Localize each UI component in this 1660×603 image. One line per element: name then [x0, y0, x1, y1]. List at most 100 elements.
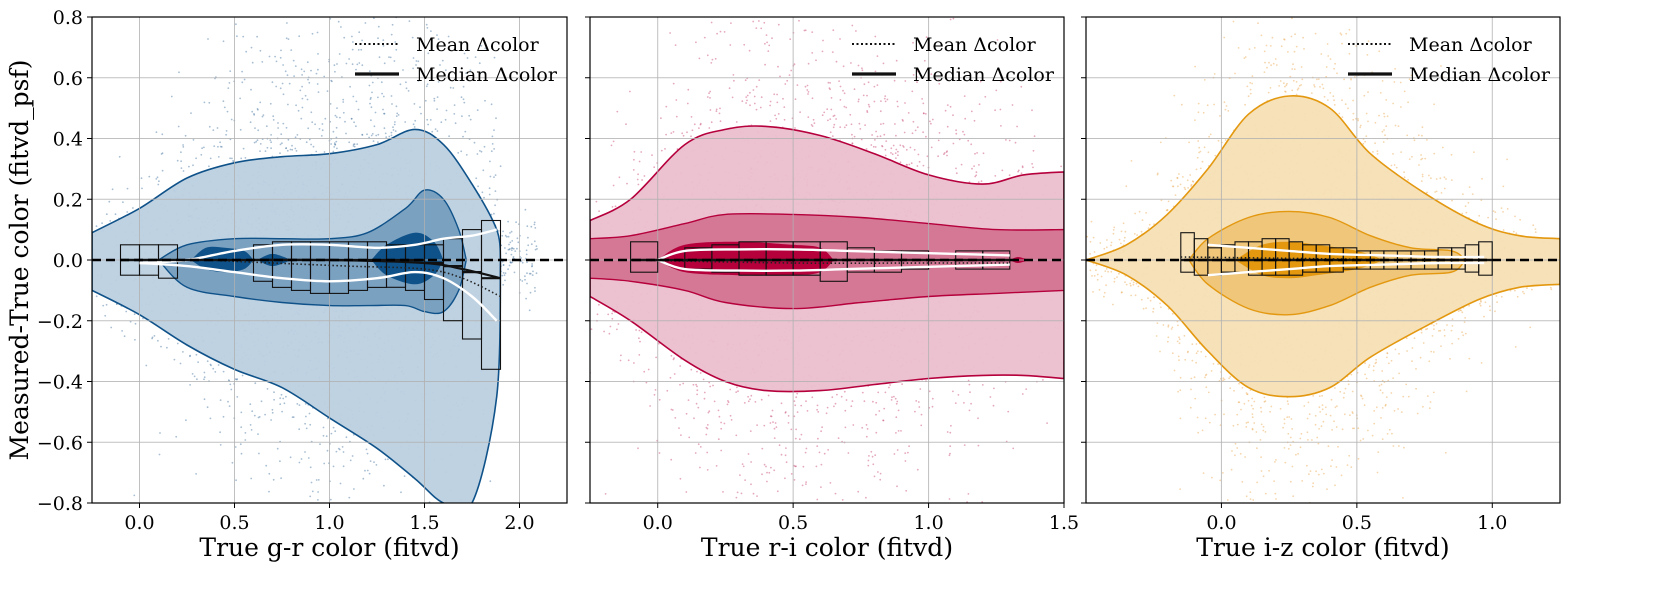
scatter-point: [524, 275, 526, 278]
scatter-point: [760, 27, 763, 30]
scatter-point: [595, 200, 598, 203]
scatter-point: [372, 140, 375, 143]
scatter-point: [329, 498, 332, 501]
scatter-point: [457, 152, 460, 154]
scatter-point: [949, 452, 951, 455]
scatter-point: [608, 332, 611, 335]
scatter-point: [226, 110, 229, 113]
scatter-point: [377, 141, 379, 144]
scatter-point: [612, 140, 615, 143]
scatter-point: [706, 451, 709, 454]
scatter-point: [249, 121, 252, 124]
scatter-point: [297, 109, 300, 112]
scatter-point: [805, 400, 807, 403]
scatter-point: [289, 148, 292, 151]
scatter-point: [201, 147, 204, 150]
scatter-point: [275, 85, 278, 88]
scatter-point: [257, 433, 259, 435]
white-curve: [139, 228, 497, 265]
scatter-point: [657, 342, 660, 345]
scatter-point: [818, 451, 821, 454]
scatter-point: [670, 408, 673, 411]
scatter-point: [273, 398, 275, 401]
scatter-point: [918, 406, 921, 408]
scatter-point: [535, 272, 538, 275]
scatter-point: [741, 100, 744, 103]
scatter-point: [876, 84, 879, 86]
scatter-point: [916, 468, 919, 471]
scatter-point: [851, 24, 854, 27]
scatter-point: [351, 455, 354, 457]
scatter-point: [620, 354, 622, 357]
scatter-point: [719, 120, 722, 123]
scatter-point: [389, 56, 392, 59]
scatter-point: [348, 141, 351, 144]
scatter-point: [301, 85, 303, 88]
scatter-point: [335, 116, 338, 118]
scatter-point: [611, 206, 614, 208]
scatter-point: [497, 230, 500, 232]
scatter-point: [261, 61, 264, 63]
scatter-point: [209, 157, 212, 160]
scatter-point: [133, 494, 136, 497]
scatter-point: [637, 173, 639, 176]
scatter-point: [952, 142, 955, 145]
scatter-point: [388, 135, 391, 138]
scatter-point: [840, 395, 843, 398]
scatter-point: [342, 111, 345, 114]
scatter-point: [744, 479, 746, 481]
scatter-point: [1014, 141, 1017, 144]
scatter-point: [732, 74, 735, 76]
scatter-point: [726, 403, 729, 406]
scatter-point: [388, 56, 390, 58]
scatter-point: [749, 104, 751, 107]
scatter-point: [821, 426, 823, 429]
scatter-point: [108, 200, 111, 203]
scatter-point: [481, 191, 484, 194]
scatter-point: [312, 145, 315, 148]
scatter-point: [413, 126, 416, 128]
scatter-point: [743, 43, 746, 46]
scatter-point: [469, 118, 472, 121]
scatter-point: [269, 102, 272, 105]
scatter-point: [873, 100, 876, 103]
scatter-point: [709, 109, 712, 111]
scatter-point: [1021, 393, 1024, 395]
scatter-point: [460, 96, 463, 99]
scatter-point: [337, 447, 340, 450]
scatter-point: [929, 120, 931, 123]
scatter-point: [219, 145, 222, 148]
scatter-point: [395, 105, 398, 108]
scatter-point: [176, 159, 179, 162]
scatter-point: [874, 139, 876, 141]
scatter-point: [798, 19, 800, 22]
scatter-point: [305, 141, 308, 144]
scatter-point: [357, 49, 360, 51]
scatter-point: [865, 148, 868, 150]
scatter-point: [1017, 169, 1020, 172]
scatter-point: [975, 171, 978, 174]
scatter-point: [280, 49, 282, 52]
scatter-point: [157, 183, 160, 186]
scatter-point: [249, 403, 252, 406]
scatter-point: [270, 134, 272, 136]
scatter-point: [304, 94, 307, 97]
scatter-point: [949, 431, 952, 434]
scatter-point: [787, 422, 790, 424]
scatter-point: [259, 143, 262, 145]
scatter-point: [254, 382, 257, 385]
scatter-point: [231, 157, 233, 160]
scatter-point: [970, 402, 972, 405]
scatter-point: [460, 150, 463, 153]
scatter-point: [977, 417, 979, 420]
scatter-point: [440, 121, 443, 124]
scatter-point: [330, 432, 333, 435]
scatter-point: [464, 130, 467, 133]
scatter-point: [352, 95, 355, 98]
scatter-point: [638, 329, 641, 332]
scatter-point: [261, 115, 264, 118]
scatter-point: [494, 190, 497, 193]
scatter-point: [142, 317, 144, 320]
scatter-point: [758, 20, 760, 22]
scatter-point: [489, 160, 491, 163]
